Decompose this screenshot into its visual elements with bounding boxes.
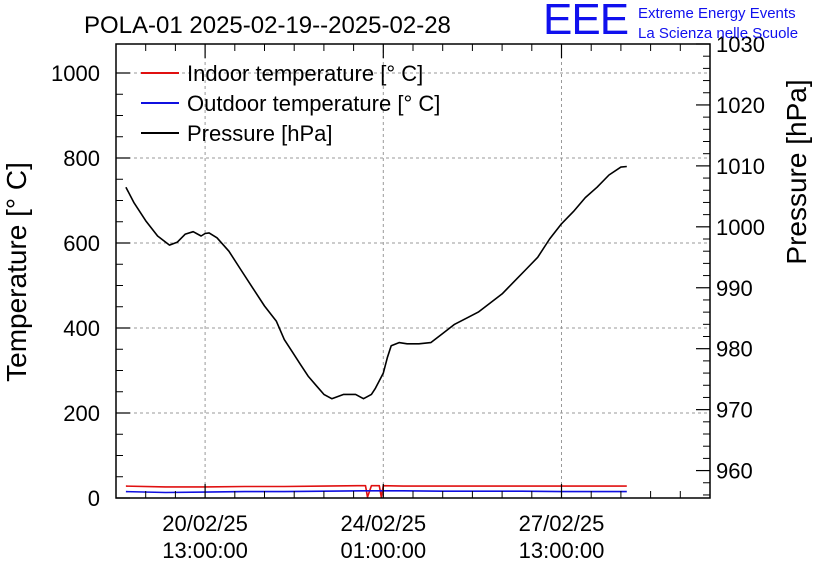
y-right-tick-label: 990 xyxy=(716,276,753,301)
legend: Indoor temperature [° C] Outdoor temperat… xyxy=(141,61,440,146)
logo-line-1: Extreme Energy Events xyxy=(638,5,796,22)
y-right-tick-label: 1030 xyxy=(716,32,765,57)
x-tick-label-time: 13:00:00 xyxy=(162,538,248,563)
series-line-outdoor xyxy=(125,489,627,494)
eee-logo: EEE Extreme Energy Events La Scienza nel… xyxy=(543,0,833,46)
legend-label-outdoor: Outdoor temperature [° C] xyxy=(187,91,440,116)
y-tick-label: 800 xyxy=(63,146,100,171)
x-tick-label-date: 27/02/25 xyxy=(519,511,605,536)
series-line-indoor xyxy=(125,484,627,498)
y-tick-label: 0 xyxy=(88,486,100,511)
legend-label-pressure: Pressure [hPa] xyxy=(187,121,333,146)
chart-title: POLA-01 2025-02-19--2025-02-28 xyxy=(84,12,451,39)
y-axis-label: Temperature [° C] xyxy=(1,162,32,382)
y-axis-label-right: Pressure [hPa] xyxy=(781,79,812,264)
y-right-tick-label: 970 xyxy=(716,398,753,423)
x-tick-label-time: 01:00:00 xyxy=(340,538,426,563)
logo-line-2: La Scienza nelle Scuole xyxy=(638,25,799,42)
y-right-tick-label: 1000 xyxy=(716,215,765,240)
x-tick-label-date: 20/02/25 xyxy=(162,511,248,536)
axes: 0 200 400 600 800 1000 960 970 980 990 1000 1010 102… xyxy=(51,32,765,563)
y-tick-label: 600 xyxy=(63,231,100,256)
y-tick-label: 400 xyxy=(63,316,100,341)
y-tick-label: 200 xyxy=(63,401,100,426)
y-right-tick-label: 960 xyxy=(716,459,753,484)
grid xyxy=(116,44,710,498)
series-line-pressure xyxy=(125,165,627,400)
x-tick-label-time: 13:00:00 xyxy=(519,538,605,563)
y-tick-label: 1000 xyxy=(51,61,100,86)
eee-logo-mark: EEE xyxy=(543,0,629,44)
y-right-tick-label: 1020 xyxy=(716,93,765,118)
series-group xyxy=(125,165,627,498)
legend-label-indoor: Indoor temperature [° C] xyxy=(187,61,423,86)
x-tick-label-date: 24/02/25 xyxy=(340,511,426,536)
y-right-tick-label: 980 xyxy=(716,337,753,362)
y-right-tick-label: 1010 xyxy=(716,154,765,179)
